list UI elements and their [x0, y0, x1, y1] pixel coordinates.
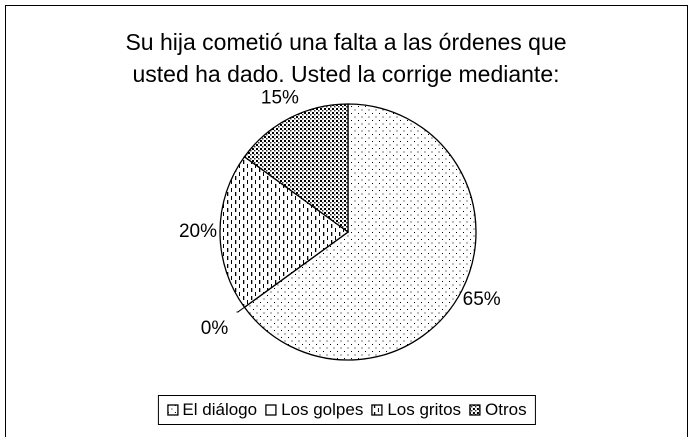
chart-border: [5, 5, 688, 437]
pie-slice: [243, 103, 477, 361]
legend-swatch: [469, 404, 481, 416]
legend-swatch: [265, 404, 277, 416]
leader-line: [236, 306, 245, 313]
legend: El diálogo Los golpes Los gritos Otros: [157, 395, 536, 425]
chart-title: Su hija cometió una falta a las órdenes …: [125, 29, 566, 55]
data-label: 20%: [179, 221, 217, 242]
legend-item: Otros: [469, 400, 527, 420]
pie-slice: [243, 103, 349, 234]
legend-label: El diálogo: [182, 400, 258, 419]
pie-slice: [219, 155, 350, 309]
legend-label: Los golpes: [281, 400, 364, 419]
legend-label: Los gritos: [387, 400, 462, 419]
data-label: 65%: [463, 289, 501, 310]
legend-label: Otros: [485, 400, 527, 419]
legend-item: Los golpes: [265, 400, 363, 420]
legend-item: Los gritos: [371, 400, 461, 420]
data-label: 0%: [201, 318, 229, 339]
legend-swatch: [166, 404, 179, 416]
data-label: 15%: [261, 87, 299, 108]
legend-item: El diálogo: [166, 400, 257, 420]
chart-title: usted ha dado. Usted la corrige mediante…: [132, 61, 559, 87]
legend-swatch: [371, 404, 383, 416]
